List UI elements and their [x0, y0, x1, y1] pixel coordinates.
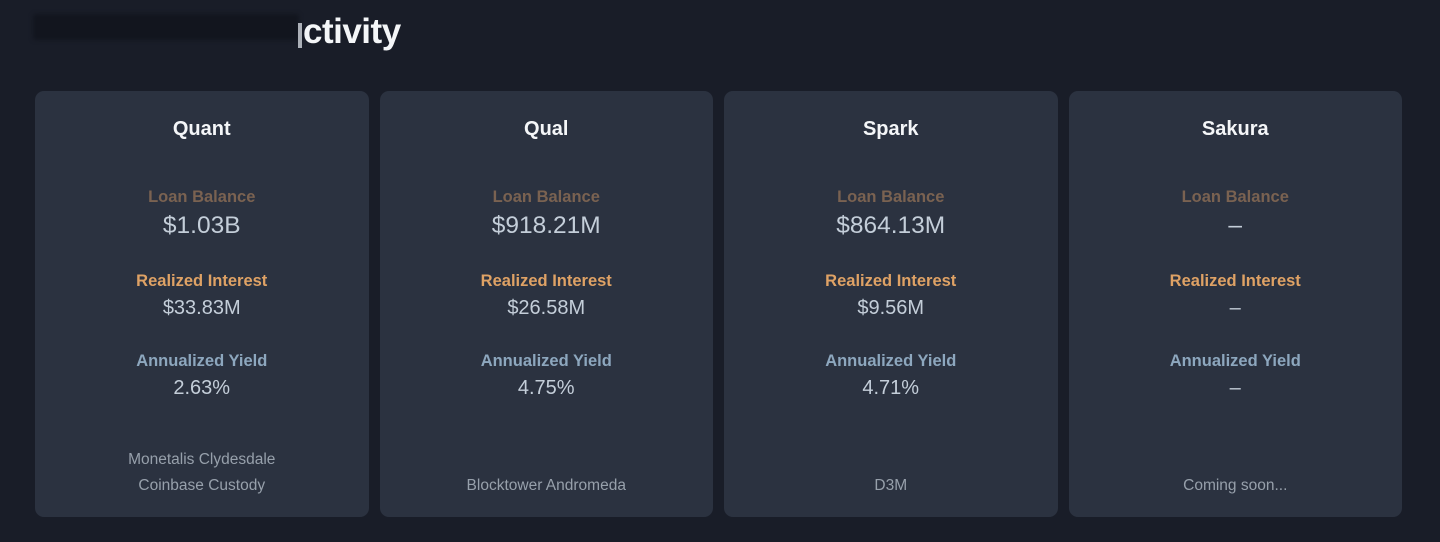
realized-interest-stat: Realized Interest $9.56M [825, 271, 956, 321]
vault-card-qual[interactable]: Qual Loan Balance $918.21M Realized Inte… [379, 91, 713, 517]
annualized-yield-value: 4.71% [862, 377, 920, 399]
annualized-yield-label: Annualized Yield [825, 352, 957, 370]
loan-balance-stat: Loan Balance – [1182, 187, 1289, 241]
realized-interest-value: – [1229, 297, 1241, 319]
realized-interest-value: $26.58M [507, 297, 586, 319]
annualized-yield-value: 2.63% [173, 377, 231, 399]
vault-card-title: Qual [524, 118, 569, 140]
page-title: ctivity [303, 12, 401, 51]
vault-card-title: Quant [172, 118, 231, 140]
loan-balance-stat: Loan Balance $918.21M [492, 187, 601, 241]
vault-stats: Loan Balance $918.21M Realized Interest … [481, 187, 612, 401]
loan-balance-label: Loan Balance [837, 188, 945, 206]
annualized-yield-value: 4.75% [517, 377, 575, 399]
realized-interest-label: Realized Interest [1169, 272, 1301, 290]
loan-balance-label: Loan Balance [1181, 188, 1289, 206]
title-partial-letter [298, 23, 302, 48]
loan-balance-stat: Loan Balance $1.03B [148, 187, 255, 241]
vault-card-footer: Monetalis Clydesdale Coinbase Custody [128, 447, 275, 499]
vault-card-quant[interactable]: Quant Loan Balance $1.03B Realized Inter… [35, 91, 369, 517]
loan-balance-label: Loan Balance [492, 188, 600, 206]
vault-card-footer: Blocktower Andromeda [467, 473, 626, 499]
realized-interest-stat: Realized Interest – [1170, 271, 1301, 321]
realized-interest-value: $9.56M [857, 297, 925, 319]
annualized-yield-label: Annualized Yield [480, 352, 612, 370]
annualized-yield-stat: Annualized Yield 4.75% [481, 351, 612, 401]
loan-balance-value: $918.21M [491, 212, 601, 239]
annualized-yield-label: Annualized Yield [136, 352, 268, 370]
realized-interest-stat: Realized Interest $26.58M [481, 271, 612, 321]
annualized-yield-stat: Annualized Yield 4.71% [825, 351, 956, 401]
loan-balance-label: Loan Balance [148, 188, 256, 206]
annualized-yield-stat: Annualized Yield – [1170, 351, 1301, 401]
footer-line: Blocktower Andromeda [466, 477, 626, 494]
realized-interest-value: $33.83M [162, 297, 241, 319]
annualized-yield-label: Annualized Yield [1169, 352, 1301, 370]
vault-stats: Loan Balance $1.03B Realized Interest $3… [136, 187, 267, 401]
vault-cards-row: Quant Loan Balance $1.03B Realized Inter… [0, 91, 1440, 517]
loan-balance-value: $864.13M [836, 212, 946, 239]
vault-card-spark[interactable]: Spark Loan Balance $864.13M Realized Int… [724, 91, 1058, 517]
realized-interest-label: Realized Interest [825, 272, 957, 290]
vault-card-title: Sakura [1201, 118, 1269, 140]
vault-card-footer: Coming soon... [1183, 473, 1287, 499]
vault-card-title: Spark [862, 118, 919, 140]
loan-balance-stat: Loan Balance $864.13M [836, 187, 945, 241]
annualized-yield-value: – [1229, 377, 1241, 399]
realized-interest-stat: Realized Interest $33.83M [136, 271, 267, 321]
footer-line: Coming soon... [1183, 477, 1288, 494]
footer-line: D3M [874, 477, 908, 494]
vault-stats: Loan Balance – Realized Interest – Annua… [1170, 187, 1301, 401]
vault-card-footer: D3M [874, 473, 907, 499]
realized-interest-label: Realized Interest [136, 272, 268, 290]
realized-interest-label: Realized Interest [480, 272, 612, 290]
page-header: ctivity [0, 0, 1440, 91]
redacted-title-region [33, 14, 299, 40]
vault-stats: Loan Balance $864.13M Realized Interest … [825, 187, 956, 401]
loan-balance-value: $1.03B [162, 212, 241, 239]
footer-line: Coinbase Custody [138, 477, 266, 494]
vault-card-sakura[interactable]: Sakura Loan Balance – Realized Interest … [1068, 91, 1402, 517]
footer-line: Monetalis Clydesdale [128, 451, 276, 468]
annualized-yield-stat: Annualized Yield 2.63% [136, 351, 267, 401]
loan-balance-value: – [1228, 212, 1243, 239]
